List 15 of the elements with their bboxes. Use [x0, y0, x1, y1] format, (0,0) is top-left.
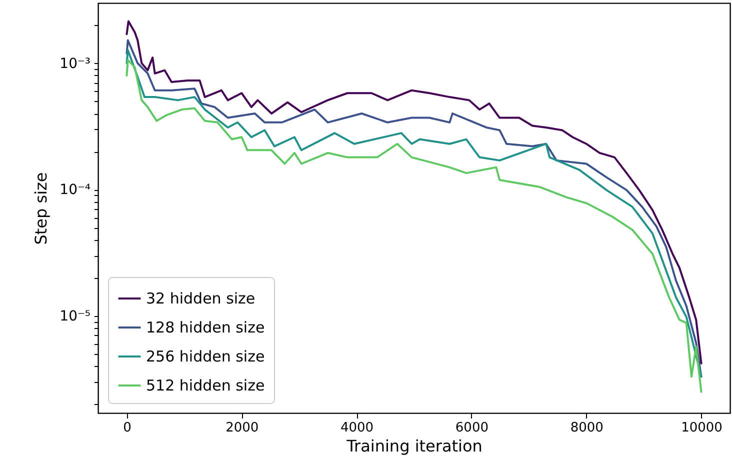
legend-label: 128 hidden size	[146, 318, 265, 336]
x-tick-label: 0	[123, 420, 132, 436]
x-tick-label: 6000	[455, 420, 488, 436]
y-tick-label: 10⁻⁴	[60, 182, 91, 198]
y-tick-label: 10⁻⁵	[60, 308, 90, 324]
legend-label: 32 hidden size	[146, 290, 256, 308]
x-tick-label: 2000	[226, 420, 259, 436]
legend-label: 256 hidden size	[146, 348, 265, 366]
x-axis-title: Training iteration	[346, 436, 482, 456]
y-tick-label: 10⁻³	[60, 56, 90, 72]
y-axis-title: Step size	[32, 172, 51, 245]
x-tick-label: 4000	[340, 420, 374, 436]
legend-label: 512 hidden size	[146, 376, 265, 394]
x-tick-label: 10000	[681, 420, 722, 436]
x-tick-label: 8000	[570, 420, 604, 436]
